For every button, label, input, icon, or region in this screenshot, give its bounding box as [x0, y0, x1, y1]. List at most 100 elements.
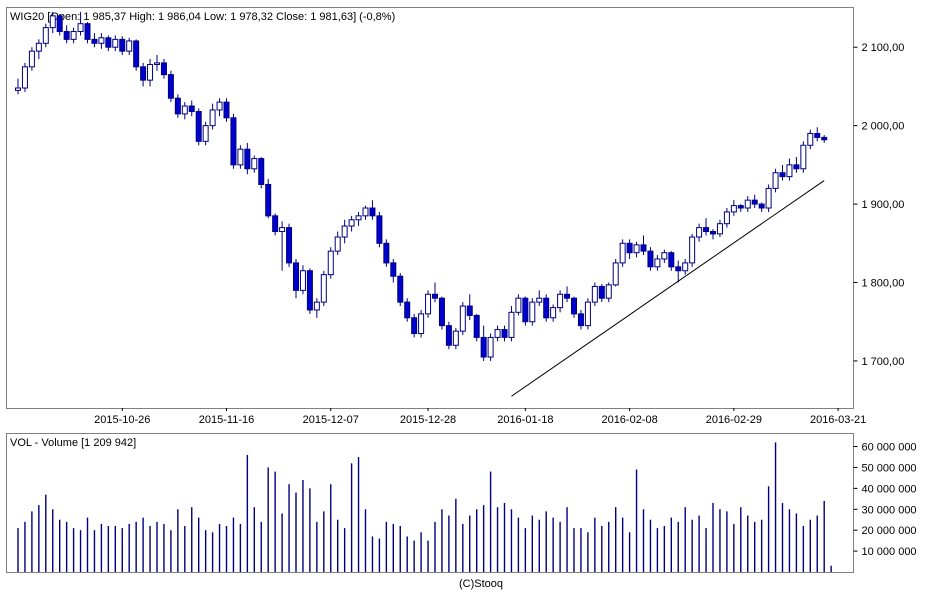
candle: [258, 157, 265, 189]
candle: [723, 208, 730, 228]
candle: [557, 290, 564, 313]
candle-body: [154, 62, 160, 65]
candle-body: [202, 125, 209, 142]
candle: [105, 35, 112, 52]
candle: [438, 296, 445, 330]
candle-body: [466, 305, 473, 316]
candle: [772, 168, 779, 193]
candle-body: [459, 305, 466, 332]
candle-body: [299, 270, 306, 291]
candle-body: [633, 244, 640, 254]
candle-body: [258, 158, 265, 185]
candle-body: [119, 38, 126, 52]
candle: [564, 286, 571, 303]
candle: [147, 58, 154, 87]
volume-y-axis: 60 000 000 50 000 000 40 000 000 30 000 000…: [853, 442, 917, 558]
candle: [70, 27, 77, 44]
candle: [515, 294, 522, 316]
price-y-tick-label: 2 100,00: [862, 42, 905, 54]
candle-body: [640, 244, 647, 252]
trend-line: [511, 180, 825, 397]
candle-body: [160, 62, 167, 76]
candle: [91, 33, 98, 48]
candle: [703, 218, 710, 236]
candle-body: [244, 148, 251, 170]
candle-body: [703, 227, 710, 233]
volume-y-tick-label: 50 000 000: [862, 462, 917, 474]
candle: [293, 258, 299, 299]
candle: [265, 178, 272, 219]
candle: [571, 296, 577, 318]
candle: [716, 219, 723, 238]
candle-body: [730, 205, 737, 213]
candle-body: [98, 37, 105, 44]
candle: [181, 102, 188, 120]
candle: [744, 196, 751, 212]
candle-body: [35, 42, 42, 52]
volume-plot-area: [17, 442, 832, 572]
candle-body: [737, 205, 744, 209]
candle-body: [28, 50, 35, 68]
candle-body: [272, 215, 279, 233]
candle: [133, 39, 140, 71]
candle: [327, 247, 334, 279]
candle-body: [390, 262, 397, 277]
candle: [758, 202, 765, 212]
candle: [480, 325, 487, 361]
candle-body: [626, 242, 633, 254]
candle: [376, 211, 383, 248]
x-tick-label: 2016-01-18: [497, 414, 553, 426]
volume-y-tick-label: 20 000 000: [862, 525, 917, 537]
candle: [126, 37, 133, 56]
candle: [737, 204, 744, 212]
candle: [418, 309, 425, 338]
candle-body: [397, 275, 404, 303]
candle: [397, 273, 404, 307]
candle: [626, 239, 633, 259]
candle-body: [21, 66, 28, 89]
candle-body: [696, 227, 703, 238]
candle-body: [404, 301, 411, 319]
candle: [341, 219, 348, 244]
candle-body: [84, 23, 91, 40]
x-tick-label: 2015-12-28: [400, 414, 456, 426]
candle-body: [508, 311, 515, 338]
x-tick-label: 2016-02-08: [601, 414, 657, 426]
candle: [654, 255, 661, 271]
candle: [786, 158, 793, 181]
candle-body: [147, 63, 154, 81]
candle: [272, 213, 279, 236]
candle: [577, 309, 584, 330]
candle-body: [619, 242, 626, 264]
price-plot-area: [15, 11, 828, 397]
candle: [445, 321, 452, 350]
candle: [640, 235, 647, 256]
candle-body: [15, 87, 21, 91]
candle-body: [473, 314, 480, 338]
candle-body: [598, 285, 605, 299]
candle: [77, 11, 84, 36]
candle-body: [126, 40, 133, 52]
candle-body: [550, 307, 557, 319]
candle: [779, 164, 786, 181]
candle-body: [800, 144, 807, 170]
candle-body: [181, 105, 188, 115]
candle-body: [91, 38, 98, 44]
candle-body: [251, 158, 258, 170]
candle-body: [195, 111, 202, 142]
candle: [383, 239, 390, 267]
candle-body: [584, 301, 591, 327]
candle-body: [591, 285, 598, 303]
volume-y-tick-label: 10 000 000: [862, 546, 917, 558]
candle-body: [438, 297, 445, 327]
candle-body: [821, 136, 828, 141]
candle: [619, 239, 626, 267]
candle-body: [56, 15, 63, 33]
x-tick-label: 2015-12-07: [303, 414, 359, 426]
candle-body: [647, 250, 654, 268]
candle: [320, 270, 327, 307]
candle-body: [42, 27, 49, 44]
candle-body: [63, 31, 70, 40]
candle: [668, 251, 675, 271]
candle-body: [355, 215, 362, 221]
